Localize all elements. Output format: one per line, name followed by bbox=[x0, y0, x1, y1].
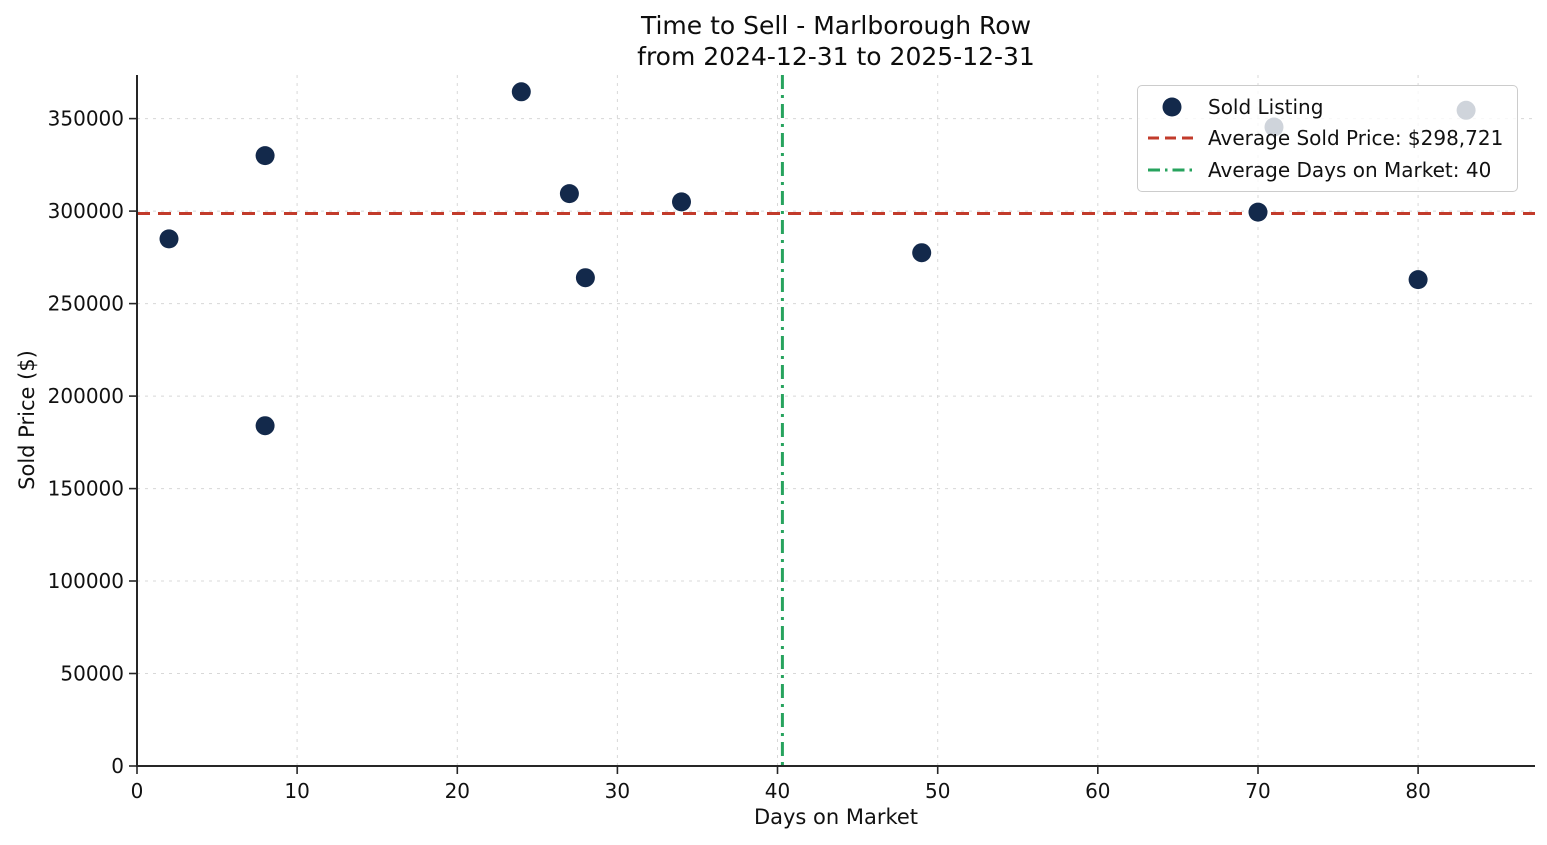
y-axis-label: Sold Price ($) bbox=[15, 350, 39, 490]
x-axis-label: Days on Market bbox=[753, 805, 919, 829]
legend-label-average-days-on-market: Average Days on Market: 40 bbox=[1208, 157, 1492, 182]
x-tick-label: 60 bbox=[1085, 779, 1110, 803]
legend-label-sold-listing: Sold Listing bbox=[1208, 94, 1324, 119]
y-tick-label: 150000 bbox=[48, 477, 124, 501]
data-point bbox=[672, 192, 691, 212]
y-tick-label: 50000 bbox=[60, 662, 124, 686]
x-tick-label: 10 bbox=[284, 779, 309, 803]
legend-item-sold-listing: Sold Listing bbox=[1146, 91, 1503, 123]
x-tick-label: 80 bbox=[1405, 779, 1430, 803]
data-point bbox=[1248, 202, 1268, 222]
data-point bbox=[1408, 270, 1428, 290]
x-tick-label: 50 bbox=[925, 779, 950, 803]
y-tick-label: 100000 bbox=[48, 569, 124, 593]
y-tick-label: 350000 bbox=[48, 107, 124, 131]
legend-label-average-sold-price: Average Sold Price: $298,721 bbox=[1208, 126, 1504, 151]
y-tick-label: 250000 bbox=[48, 292, 124, 316]
chart-title-line1: Time to Sell - Marlborough Row bbox=[640, 11, 1032, 40]
x-tick-label: 20 bbox=[445, 779, 470, 803]
data-point bbox=[159, 229, 179, 249]
data-point bbox=[255, 146, 275, 166]
legend-item-average-sold-price: Average Sold Price: $298,721 bbox=[1146, 123, 1503, 155]
data-point bbox=[912, 243, 932, 263]
y-tick-label: 200000 bbox=[48, 384, 124, 408]
data-point bbox=[559, 184, 579, 204]
y-tick-label: 0 bbox=[111, 754, 124, 778]
x-tick-label: 30 bbox=[605, 779, 630, 803]
x-tick-label: 70 bbox=[1245, 779, 1270, 803]
x-tick-label: 0 bbox=[131, 779, 144, 803]
dashdot-line-icon bbox=[1148, 168, 1196, 172]
legend: Sold Listing Average Sold Price: $298,72… bbox=[1137, 85, 1519, 192]
scatter-dot-icon bbox=[1162, 97, 1182, 117]
data-point bbox=[575, 268, 595, 288]
x-tick-label: 40 bbox=[765, 779, 790, 803]
data-point bbox=[255, 416, 275, 436]
data-point bbox=[511, 82, 531, 102]
dashed-line-icon bbox=[1148, 136, 1196, 140]
y-tick-label: 300000 bbox=[48, 199, 124, 223]
chart-title-line2: from 2024-12-31 to 2025-12-31 bbox=[637, 41, 1035, 71]
legend-item-average-days-on-market: Average Days on Market: 40 bbox=[1146, 154, 1503, 186]
chart-title: Time to Sell - Marlborough Row from 2024… bbox=[137, 11, 1535, 72]
